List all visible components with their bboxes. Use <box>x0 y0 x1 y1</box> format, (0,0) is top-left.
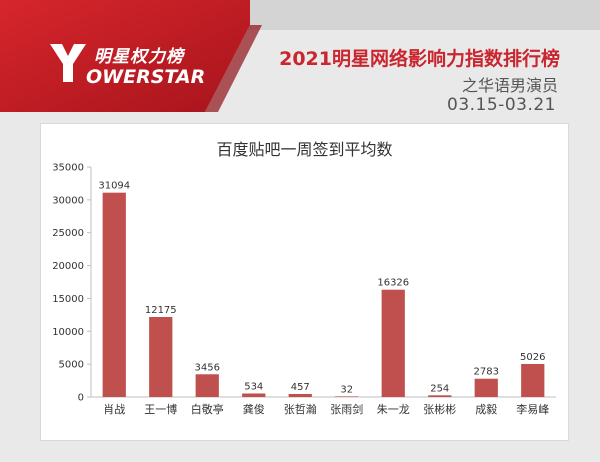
y-tick-label: 35000 <box>52 163 84 174</box>
x-tick-label: 成毅 <box>475 402 497 416</box>
y-tick-label: 10000 <box>52 327 84 338</box>
x-tick-label: 张哲瀚 <box>284 402 317 416</box>
logo-cn-text: 明星权力榜 <box>94 47 184 67</box>
decor-red-banner <box>0 0 250 112</box>
data-label: 16326 <box>377 278 409 289</box>
logo-y-icon <box>50 44 86 82</box>
bar <box>288 393 312 397</box>
x-tick-label: 张彬彬 <box>423 403 456 416</box>
bar <box>195 374 219 397</box>
logo-en-text: OWERSTAR <box>86 66 206 88</box>
data-label: 2783 <box>474 367 499 378</box>
ranking-subtitle: 之华语男演员 <box>461 76 558 95</box>
y-tick-label: 0 <box>78 393 84 404</box>
bar <box>521 363 545 397</box>
bar <box>102 192 126 397</box>
data-label: 31094 <box>98 181 130 192</box>
ranking-title: 2021明星网络影响力指数排行榜 <box>279 48 560 70</box>
ranking-date-range: 03.15-03.21 <box>447 95 556 115</box>
data-label: 12175 <box>145 305 177 316</box>
data-label: 32 <box>340 384 353 395</box>
brand-logo: 明星权力榜 OWERSTAR <box>48 40 218 90</box>
x-tick-label: 白敬亭 <box>191 402 224 416</box>
bar <box>428 395 452 397</box>
y-tick-label: 25000 <box>52 228 84 239</box>
chart-panel: 百度贴吧一周签到平均数 0 5000 10000 15000 20000 25000 300… <box>40 123 569 441</box>
y-tick-label: 30000 <box>52 195 84 206</box>
x-tick-label: 朱一龙 <box>377 403 410 416</box>
y-tick-label: 20000 <box>52 261 84 272</box>
data-label: 5026 <box>520 352 545 363</box>
data-label: 3456 <box>195 362 220 373</box>
data-label: 457 <box>291 382 310 393</box>
decor-dark-stripe <box>205 25 262 112</box>
x-tick-label: 张雨剑 <box>330 402 363 416</box>
bar <box>149 316 173 397</box>
data-label: 534 <box>244 381 263 392</box>
bar <box>381 289 405 397</box>
y-tick-label: 15000 <box>52 294 84 305</box>
y-tick-label: 5000 <box>59 360 84 371</box>
x-tick-label: 龚俊 <box>243 402 265 416</box>
data-label: 254 <box>430 383 449 394</box>
bar <box>242 393 266 397</box>
bar <box>335 396 359 397</box>
chart-title: 百度贴吧一周签到平均数 <box>216 140 393 159</box>
x-tick-label: 肖战 <box>103 402 125 416</box>
bar-chart: 0 5000 10000 15000 20000 25000 30000 35000 31094… <box>52 163 556 416</box>
x-tick-label: 王一博 <box>144 403 177 416</box>
x-tick-label: 李易峰 <box>516 402 549 416</box>
bar <box>474 378 498 397</box>
